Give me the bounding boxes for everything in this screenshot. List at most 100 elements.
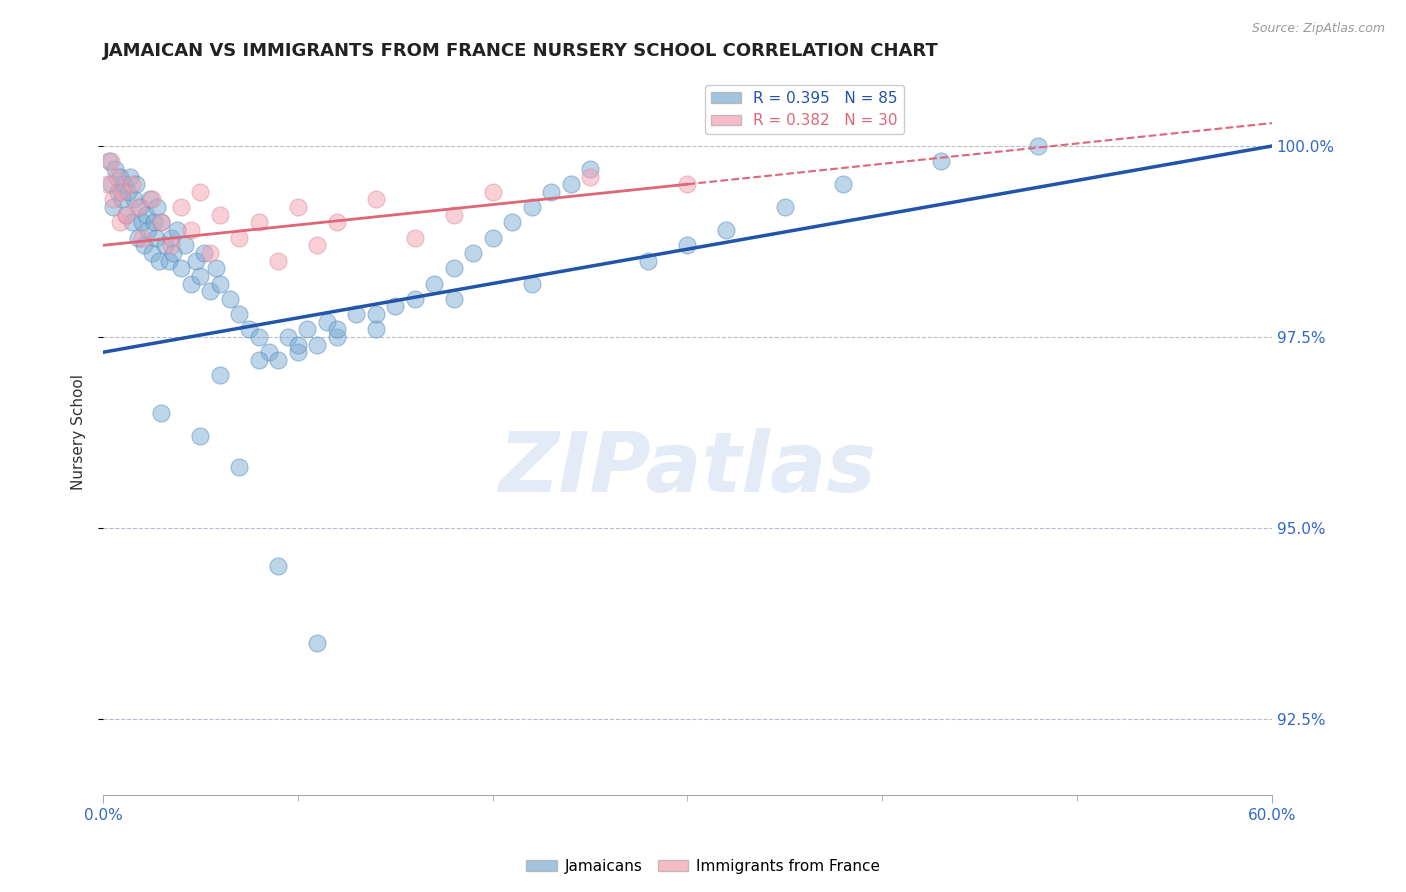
Point [142,215,165,229]
Point [404,292,426,306]
Legend: R = 0.395   N = 85, R = 0.382   N = 30: R = 0.395 N = 85, R = 0.382 N = 30 [704,85,904,135]
Point [247,352,270,367]
Point [773,200,796,214]
Point [325,215,347,229]
Point [180,277,202,291]
Point [716,223,738,237]
Point [287,337,309,351]
Point [121,178,143,192]
Point [107,185,129,199]
Point [193,246,215,260]
Point [141,193,163,207]
Y-axis label: Nursery School: Nursery School [72,375,86,491]
Point [180,223,202,237]
Point [481,185,503,199]
Point [247,215,270,229]
Point [188,268,211,283]
Point [307,635,329,649]
Point [112,178,135,192]
Point [127,230,149,244]
Point [101,193,124,207]
Point [150,406,173,420]
Point [131,215,153,229]
Point [238,322,260,336]
Point [111,193,134,207]
Point [364,322,387,336]
Point [188,185,211,199]
Point [325,322,347,336]
Point [520,200,543,214]
Point [205,261,228,276]
Point [129,200,152,214]
Point [136,223,159,237]
Point [188,429,211,443]
Point [100,154,122,169]
Point [105,169,128,184]
Point [160,238,183,252]
Point [481,230,503,244]
Point [540,185,562,199]
Point [297,322,319,336]
Point [110,215,132,229]
Point [832,178,855,192]
Point [443,292,465,306]
Point [132,238,155,252]
Point [228,307,250,321]
Point [115,208,138,222]
Point [1026,139,1049,153]
Point [247,330,270,344]
Point [145,230,167,244]
Point [170,261,193,276]
Point [443,261,465,276]
Point [364,193,387,207]
Point [148,253,170,268]
Point [117,185,139,199]
Point [287,345,309,359]
Point [100,178,122,192]
Point [307,238,329,252]
Point [150,215,173,229]
Text: JAMAICAN VS IMMIGRANTS FROM FRANCE NURSERY SCHOOL CORRELATION CHART: JAMAICAN VS IMMIGRANTS FROM FRANCE NURSE… [103,42,939,60]
Point [560,178,582,192]
Point [287,200,309,214]
Point [423,277,446,291]
Point [120,169,142,184]
Point [307,337,329,351]
Point [160,230,183,244]
Point [208,368,231,383]
Point [267,253,290,268]
Point [929,154,952,169]
Point [122,193,145,207]
Point [135,208,157,222]
Point [131,230,153,244]
Point [676,238,699,252]
Point [101,200,124,214]
Point [579,169,602,184]
Point [316,315,339,329]
Point [520,277,543,291]
Point [96,178,118,192]
Point [208,208,231,222]
Point [155,238,177,252]
Point [115,208,138,222]
Point [146,200,169,214]
Point [461,246,484,260]
Point [110,169,132,184]
Text: Source: ZipAtlas.com: Source: ZipAtlas.com [1251,22,1385,36]
Point [257,345,280,359]
Point [157,253,180,268]
Point [228,459,250,474]
Point [277,330,299,344]
Point [637,253,659,268]
Point [104,161,127,176]
Point [166,223,188,237]
Point [198,284,221,298]
Legend: Jamaicans, Immigrants from France: Jamaicans, Immigrants from France [520,853,886,880]
Point [127,200,149,214]
Point [676,178,699,192]
Point [344,307,367,321]
Point [111,185,134,199]
Point [173,238,195,252]
Point [267,559,290,574]
Point [125,178,148,192]
